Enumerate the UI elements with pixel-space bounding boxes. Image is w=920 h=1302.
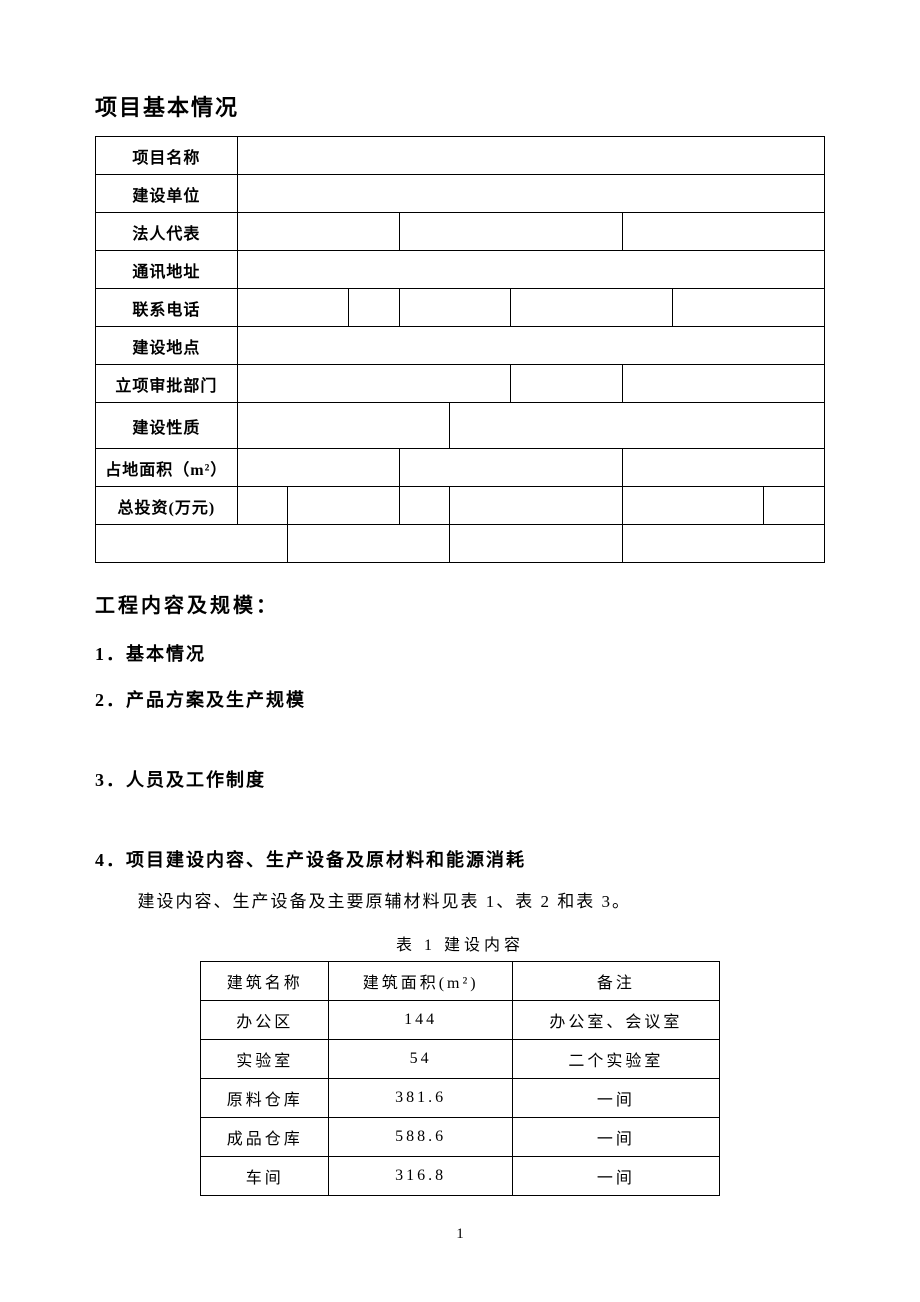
- label-address: 通讯地址: [96, 251, 238, 289]
- label-owner: 建设单位: [96, 175, 238, 213]
- label-approval-dept: 立项审批部门: [96, 365, 238, 403]
- section-heading-scope: 工程内容及规模：: [95, 589, 825, 618]
- value-inv-5: [622, 487, 764, 525]
- value-foot-4: [622, 525, 825, 563]
- value-inv-2: [288, 487, 399, 525]
- value-approval-2: [511, 365, 622, 403]
- table1-col-2: 备注: [512, 961, 719, 1000]
- value-area-2: [399, 449, 622, 487]
- value-area-1: [237, 449, 399, 487]
- value-inv-6: [764, 487, 825, 525]
- value-legal-rep-2: [399, 213, 622, 251]
- paragraph-tables-intro: 建设内容、生产设备及主要原辅材料见表 1、表 2 和表 3。: [95, 888, 825, 917]
- value-inv-4: [450, 487, 622, 525]
- page-number: 1: [95, 1226, 825, 1243]
- label-area: 占地面积（m²）: [96, 449, 238, 487]
- value-foot-2: [288, 525, 450, 563]
- main-heading: 项目基本情况: [95, 90, 825, 122]
- value-nature-1: [237, 403, 450, 449]
- item-heading-1: 1．基本情况: [95, 640, 825, 666]
- table1-cell: 办公区: [201, 1000, 329, 1039]
- table1-cell: 588.6: [329, 1117, 512, 1156]
- basic-info-table: 项目名称 建设单位 法人代表 通讯地址 联系电话 建设地点 立项审批部门 建设性…: [95, 136, 825, 563]
- value-site: [237, 327, 824, 365]
- item-heading-2: 2．产品方案及生产规模: [95, 686, 825, 712]
- table1-cell: 车间: [201, 1156, 329, 1195]
- table-row: 车间 316.8 一间: [201, 1156, 720, 1195]
- value-inv-3: [399, 487, 450, 525]
- label-nature: 建设性质: [96, 403, 238, 449]
- value-legal-rep: [237, 213, 399, 251]
- value-phone-2: [349, 289, 400, 327]
- table-row: 实验室 54 二个实验室: [201, 1039, 720, 1078]
- label-phone: 联系电话: [96, 289, 238, 327]
- table1-cell: 144: [329, 1000, 512, 1039]
- value-phone-3: [399, 289, 510, 327]
- value-project-name: [237, 137, 824, 175]
- table1-caption: 表 1 建设内容: [95, 931, 825, 955]
- value-phone-5: [673, 289, 825, 327]
- value-foot-1: [96, 525, 288, 563]
- table1-cell: 实验室: [201, 1039, 329, 1078]
- value-inv-1: [237, 487, 288, 525]
- label-project-name: 项目名称: [96, 137, 238, 175]
- table-row: 办公区 144 办公室、会议室: [201, 1000, 720, 1039]
- value-legal-rep-3: [622, 213, 825, 251]
- table1-cell: 一间: [512, 1117, 719, 1156]
- value-address: [237, 251, 824, 289]
- table1-cell: 办公室、会议室: [512, 1000, 719, 1039]
- value-phone-4: [511, 289, 673, 327]
- table1-cell: 381.6: [329, 1078, 512, 1117]
- label-site: 建设地点: [96, 327, 238, 365]
- table1-cell: 一间: [512, 1156, 719, 1195]
- item-heading-3: 3．人员及工作制度: [95, 766, 825, 792]
- value-phone-1: [237, 289, 348, 327]
- table1-construction-content: 建筑名称 建筑面积(m²) 备注 办公区 144 办公室、会议室 实验室 54 …: [200, 961, 720, 1196]
- value-owner: [237, 175, 824, 213]
- label-legal-rep: 法人代表: [96, 213, 238, 251]
- value-area-3: [622, 449, 825, 487]
- table1-cell: 成品仓库: [201, 1117, 329, 1156]
- value-foot-3: [450, 525, 622, 563]
- value-approval-3: [622, 365, 825, 403]
- table1-col-0: 建筑名称: [201, 961, 329, 1000]
- table1-cell: 一间: [512, 1078, 719, 1117]
- table1-cell: 316.8: [329, 1156, 512, 1195]
- value-nature-2: [450, 403, 825, 449]
- table-row: 原料仓库 381.6 一间: [201, 1078, 720, 1117]
- table1-cell: 54: [329, 1039, 512, 1078]
- table1-col-1: 建筑面积(m²): [329, 961, 512, 1000]
- label-investment: 总投资(万元): [96, 487, 238, 525]
- table-row: 成品仓库 588.6 一间: [201, 1117, 720, 1156]
- item-heading-4: 4．项目建设内容、生产设备及原材料和能源消耗: [95, 846, 825, 872]
- value-approval-1: [237, 365, 510, 403]
- table1-cell: 二个实验室: [512, 1039, 719, 1078]
- table1-cell: 原料仓库: [201, 1078, 329, 1117]
